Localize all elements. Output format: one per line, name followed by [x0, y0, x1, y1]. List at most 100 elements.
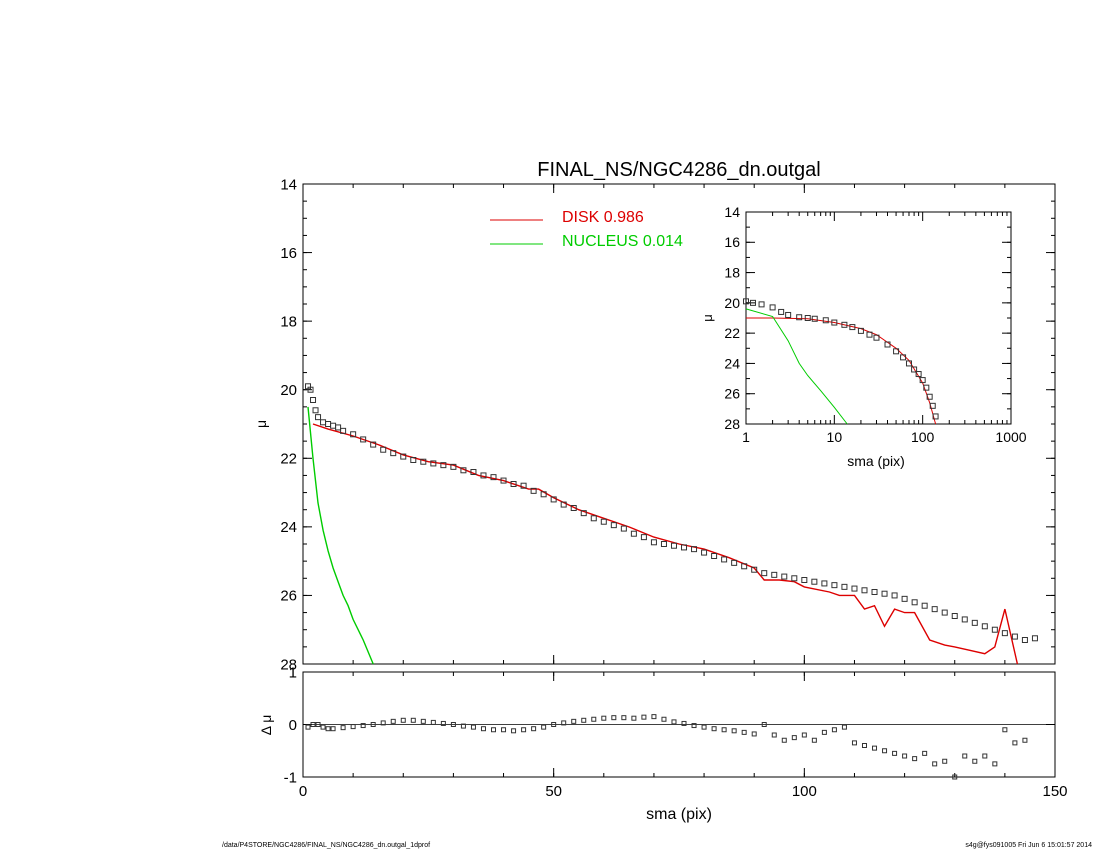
data-point — [893, 348, 900, 355]
data-point — [891, 592, 898, 599]
data-point — [911, 366, 918, 373]
data-point — [781, 573, 788, 580]
y-tick-label: 18 — [280, 313, 297, 330]
data-point — [857, 327, 864, 334]
data-point — [631, 715, 637, 721]
data-point — [601, 715, 607, 721]
data-point — [315, 722, 321, 727]
data-point — [440, 720, 446, 726]
data-point — [881, 590, 888, 597]
y-tick-label: 24 — [280, 519, 297, 536]
data-point — [580, 510, 587, 517]
data-point — [701, 549, 708, 556]
data-point — [450, 722, 456, 727]
data-point — [981, 623, 988, 630]
data-point — [1022, 737, 1028, 743]
data-point — [882, 748, 888, 754]
data-point — [932, 413, 939, 420]
x-tick-label: 150 — [1042, 783, 1067, 800]
y-tick-label: 16 — [724, 234, 740, 250]
data-point — [851, 585, 858, 592]
data-point — [480, 472, 487, 479]
data-point — [751, 731, 757, 737]
data-point — [749, 299, 756, 306]
data-point — [811, 737, 817, 743]
data-point — [873, 334, 880, 341]
data-point — [430, 719, 436, 725]
data-point — [922, 750, 928, 756]
data-point — [571, 718, 577, 724]
y-tick-label: 0 — [289, 717, 297, 734]
data-point — [952, 774, 958, 780]
data-point — [340, 427, 347, 434]
data-point — [931, 606, 938, 613]
data-point — [330, 726, 336, 732]
legend-disk-label: DISK 0.986 — [562, 209, 644, 226]
data-point — [791, 575, 798, 582]
y-tick-label: 18 — [724, 264, 740, 280]
data-point — [310, 397, 317, 403]
data-point — [370, 441, 377, 448]
data-point — [561, 720, 567, 726]
data-point — [305, 724, 311, 730]
data-point — [900, 354, 907, 361]
data-point — [841, 583, 848, 590]
data-point — [801, 732, 807, 738]
data-point — [340, 725, 346, 731]
data-point — [611, 715, 617, 721]
data-point — [310, 722, 316, 727]
data-point — [761, 722, 767, 727]
data-point — [430, 460, 437, 467]
data-point — [460, 723, 466, 729]
data-point — [1002, 727, 1008, 733]
inset-y-label: μ — [700, 314, 715, 322]
data-point — [711, 553, 718, 559]
data-point — [866, 331, 873, 338]
data-point — [450, 463, 457, 470]
data-point — [691, 723, 697, 729]
y-tick-label: 26 — [724, 386, 740, 402]
y-tick-label: 28 — [280, 656, 297, 673]
y-tick-label: 26 — [280, 588, 297, 605]
data-point — [370, 722, 376, 727]
data-point — [470, 469, 477, 475]
data-point — [501, 727, 507, 733]
data-point — [681, 720, 687, 726]
data-point — [785, 311, 792, 318]
data-point — [871, 589, 878, 595]
y-tick-label: 1 — [289, 664, 297, 681]
data-point — [796, 314, 803, 321]
y-tick-label: 16 — [280, 245, 297, 262]
data-point — [560, 501, 567, 508]
data-point — [872, 745, 878, 751]
data-point — [390, 450, 397, 457]
inset-x-label: sma (pix) — [847, 453, 905, 469]
data-point — [661, 716, 667, 722]
x-tick-label: 100 — [792, 783, 817, 800]
data-point — [771, 732, 777, 738]
data-point — [1031, 635, 1038, 642]
data-point — [923, 384, 930, 391]
data-point — [591, 716, 597, 722]
data-point — [1011, 633, 1018, 640]
y-tick-label: 28 — [724, 416, 740, 432]
data-point — [741, 563, 748, 570]
data-point — [531, 726, 537, 732]
data-point — [640, 534, 647, 541]
data-point — [691, 546, 698, 553]
data-point — [670, 542, 677, 549]
data-point — [620, 525, 627, 532]
data-point — [721, 727, 727, 733]
legend: DISK 0.986 NUCLEUS 0.014 — [490, 209, 683, 250]
data-point — [590, 515, 597, 522]
data-point — [470, 724, 476, 730]
data-point — [721, 556, 728, 563]
data-point — [650, 539, 657, 546]
data-point — [731, 559, 738, 566]
main-y-label: μ — [253, 420, 269, 428]
data-point — [902, 753, 908, 759]
data-point — [741, 729, 747, 735]
data-point — [841, 724, 847, 730]
data-point — [480, 726, 486, 732]
